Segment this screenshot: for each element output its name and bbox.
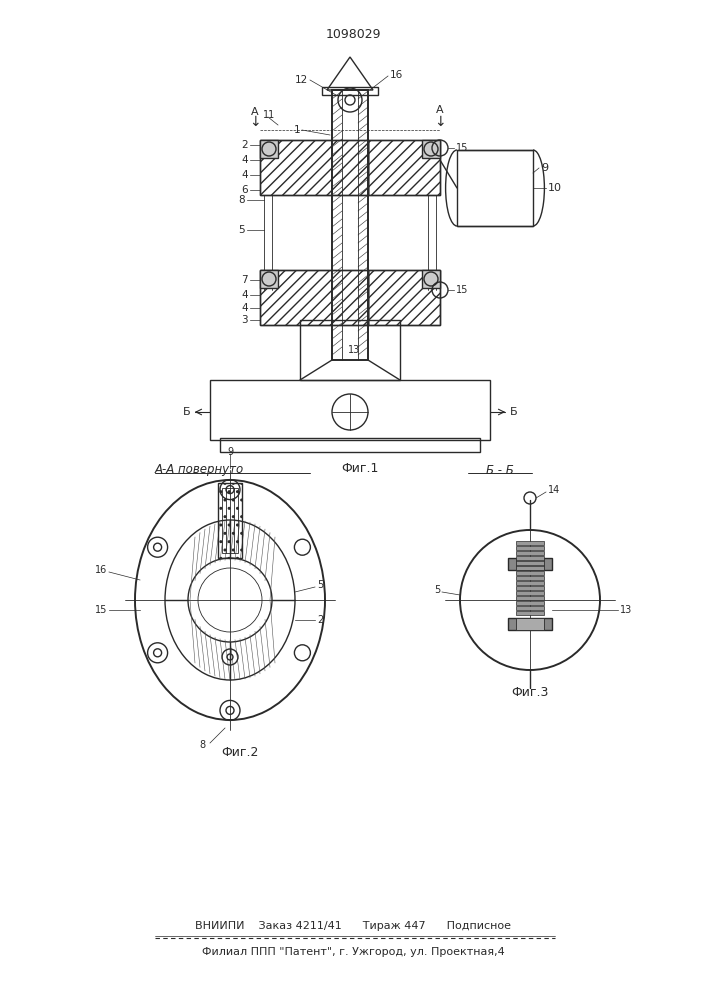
Text: 13: 13 xyxy=(348,345,361,355)
Bar xyxy=(516,591,544,595)
Bar xyxy=(516,541,544,545)
Bar xyxy=(516,586,544,590)
Text: А: А xyxy=(251,107,259,117)
Text: 7: 7 xyxy=(241,275,248,285)
Text: 8: 8 xyxy=(238,195,245,205)
Text: 13: 13 xyxy=(620,605,632,615)
Text: Б: Б xyxy=(510,407,518,417)
Text: Б - Б: Б - Б xyxy=(486,464,514,477)
Text: 5: 5 xyxy=(434,585,440,595)
Bar xyxy=(222,488,238,553)
Text: Б: Б xyxy=(182,407,190,417)
Bar xyxy=(508,618,552,630)
Text: ↓: ↓ xyxy=(434,115,446,129)
Bar xyxy=(260,270,368,325)
Bar xyxy=(516,561,544,565)
Text: 2: 2 xyxy=(317,615,323,625)
Bar xyxy=(516,596,544,600)
Bar xyxy=(516,556,544,560)
Bar xyxy=(220,438,480,452)
Text: 3: 3 xyxy=(241,315,248,325)
Text: Фиг.1: Фиг.1 xyxy=(341,462,379,475)
Bar xyxy=(516,558,544,570)
Bar xyxy=(218,483,242,558)
Text: 5: 5 xyxy=(317,580,323,590)
Bar xyxy=(516,571,544,575)
Bar xyxy=(422,140,440,158)
Bar xyxy=(508,558,552,570)
Bar xyxy=(260,140,278,158)
Bar xyxy=(368,270,440,325)
Text: 1098029: 1098029 xyxy=(325,28,381,41)
Text: А-А повернуто: А-А повернуто xyxy=(155,464,244,477)
Bar xyxy=(260,270,368,325)
Bar xyxy=(516,606,544,610)
Bar xyxy=(516,576,544,580)
Bar xyxy=(210,380,490,440)
Bar xyxy=(516,581,544,585)
Text: 5: 5 xyxy=(238,225,245,235)
Text: Фиг.2: Фиг.2 xyxy=(221,746,259,758)
Bar xyxy=(516,551,544,555)
Bar xyxy=(368,270,440,325)
Bar xyxy=(300,320,400,380)
Text: 11: 11 xyxy=(263,110,275,120)
Text: 4: 4 xyxy=(241,303,248,313)
Text: 8: 8 xyxy=(199,740,205,750)
Text: А: А xyxy=(436,105,444,115)
Text: 4: 4 xyxy=(241,155,248,165)
Bar xyxy=(516,566,544,570)
Bar xyxy=(422,270,440,288)
Bar xyxy=(260,140,368,195)
Bar xyxy=(260,140,368,195)
Bar xyxy=(332,90,368,360)
Text: 2: 2 xyxy=(241,140,248,150)
Bar xyxy=(260,270,278,288)
Text: 16: 16 xyxy=(95,565,107,575)
Text: 4: 4 xyxy=(241,290,248,300)
Text: Филиал ППП "Патент", г. Ужгород, ул. Проектная,4: Филиал ППП "Патент", г. Ужгород, ул. Про… xyxy=(201,947,504,957)
Text: 10: 10 xyxy=(548,183,562,193)
Bar xyxy=(368,140,440,195)
Bar xyxy=(322,87,378,95)
Bar xyxy=(368,140,440,195)
Text: 15: 15 xyxy=(456,143,468,153)
Text: 15: 15 xyxy=(456,285,468,295)
Bar xyxy=(516,546,544,550)
Text: 6: 6 xyxy=(241,185,248,195)
Text: 12: 12 xyxy=(295,75,308,85)
Bar xyxy=(516,611,544,615)
Text: 16: 16 xyxy=(390,70,403,80)
Bar xyxy=(516,601,544,605)
Text: Фиг.3: Фиг.3 xyxy=(511,686,549,698)
Text: 1: 1 xyxy=(293,125,300,135)
Text: 14: 14 xyxy=(548,485,560,495)
Bar xyxy=(516,618,544,630)
Text: 15: 15 xyxy=(95,605,107,615)
Text: ↓: ↓ xyxy=(249,115,261,129)
Text: 9: 9 xyxy=(541,163,548,173)
Text: 4: 4 xyxy=(241,170,248,180)
Text: ВНИИПИ    Заказ 4211/41      Тираж 447      Подписное: ВНИИПИ Заказ 4211/41 Тираж 447 Подписное xyxy=(195,921,511,931)
Bar xyxy=(457,150,533,226)
Text: 9: 9 xyxy=(227,447,233,457)
